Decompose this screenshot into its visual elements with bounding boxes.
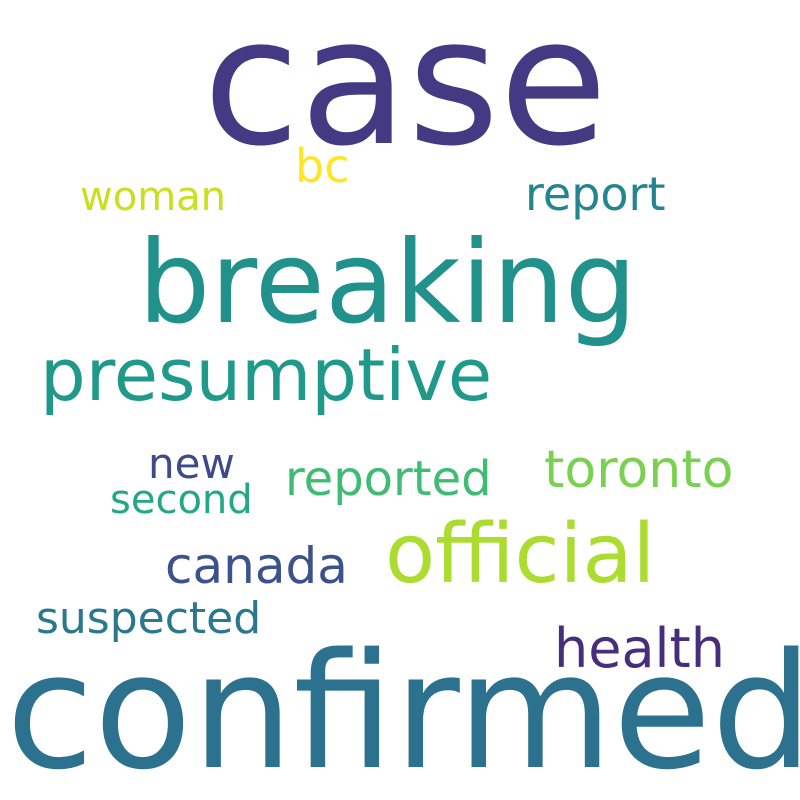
word-canada: canada — [165, 537, 348, 595]
word-official: official — [385, 507, 656, 602]
word-breaking: breaking — [138, 216, 638, 349]
word-woman: woman — [80, 174, 227, 220]
word-case: case — [203, 0, 608, 185]
word-second: second — [110, 477, 253, 523]
word-confirmed: confirmed — [6, 618, 800, 800]
word-reported: reported — [285, 451, 492, 507]
word-toronto: toronto — [544, 440, 734, 500]
word-bc: bc — [295, 139, 350, 193]
word-presumptive: presumptive — [40, 333, 493, 417]
word-health: health — [554, 617, 725, 680]
word-suspected: suspected — [36, 593, 262, 644]
word-new: new — [148, 439, 235, 488]
word-report: report — [525, 167, 666, 221]
